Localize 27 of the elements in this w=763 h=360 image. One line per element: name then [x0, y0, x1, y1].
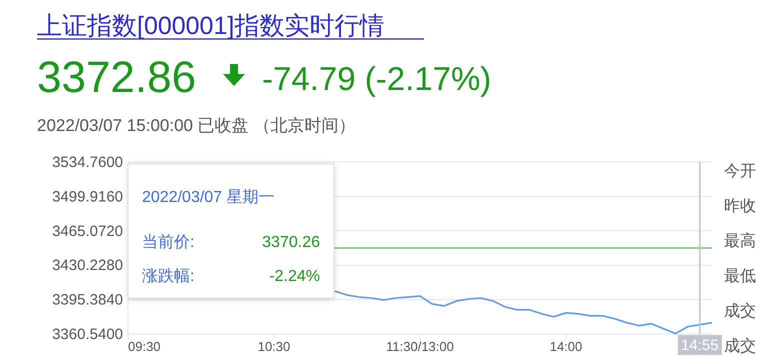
y-tick-label: 3534.7600: [52, 154, 123, 171]
x-tick-label: 11:30/13:00: [386, 339, 454, 354]
y-tick-label: 3465.0720: [52, 222, 123, 240]
x-tick-label: 10:30: [258, 339, 290, 354]
text: 成交: [724, 337, 756, 355]
x-tick-label: 14:00: [550, 339, 582, 354]
text: 昨收: [724, 198, 756, 215]
annotation: -2.24%: [269, 268, 320, 285]
text: 最高: [724, 232, 756, 250]
x-tick-label: 14:55: [681, 337, 719, 354]
y-tick-label: 3360.5400: [52, 326, 123, 343]
x-tick-label: 09:30: [128, 339, 161, 354]
text: 成交: [724, 302, 756, 320]
y-tick-label: 3430.2280: [52, 257, 123, 274]
annotation: 涨跌幅:: [142, 267, 194, 285]
text: 今开: [724, 163, 756, 180]
annotation: 当前价:: [142, 233, 194, 251]
text: -74.79 (-2.17%): [262, 60, 492, 97]
y-tick-label: 3499.9160: [52, 188, 123, 206]
text: 最低: [724, 268, 756, 285]
annotation: 2022/03/07 星期一: [142, 188, 275, 206]
text: 3372.86: [37, 53, 196, 102]
annotation: 3370.26: [262, 234, 320, 251]
y-tick-label: 3395.3840: [52, 292, 123, 309]
chart-subtitle: 2022/03/07 15:00:00 已收盘 （北京时间）: [37, 116, 356, 135]
line-series: [334, 290, 713, 334]
chart-title: 上证指数[000001]指数实时行情: [37, 12, 384, 40]
